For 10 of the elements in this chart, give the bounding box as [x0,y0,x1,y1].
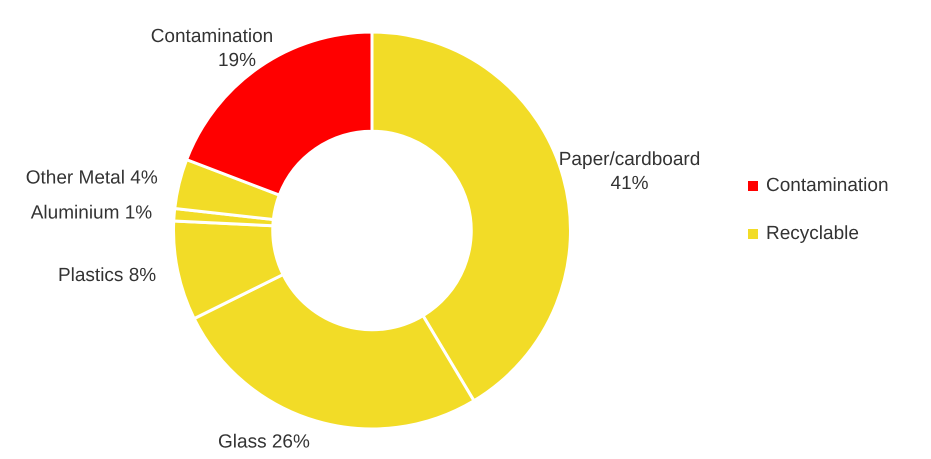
data-label: 19% [218,50,256,72]
data-label: 41% [610,172,649,194]
slice-label: Contamination [150,26,274,48]
slice-label: Other Metal 4% [26,168,158,189]
slice-label: Glass 26% [218,431,310,452]
slice-label: Aluminium 1% [30,202,152,224]
text: Recyclable [766,223,859,245]
text: Contamination [766,175,889,197]
slice-label: Plastics 8% [58,264,156,286]
slice-label: Paper/cardboard [558,148,700,170]
